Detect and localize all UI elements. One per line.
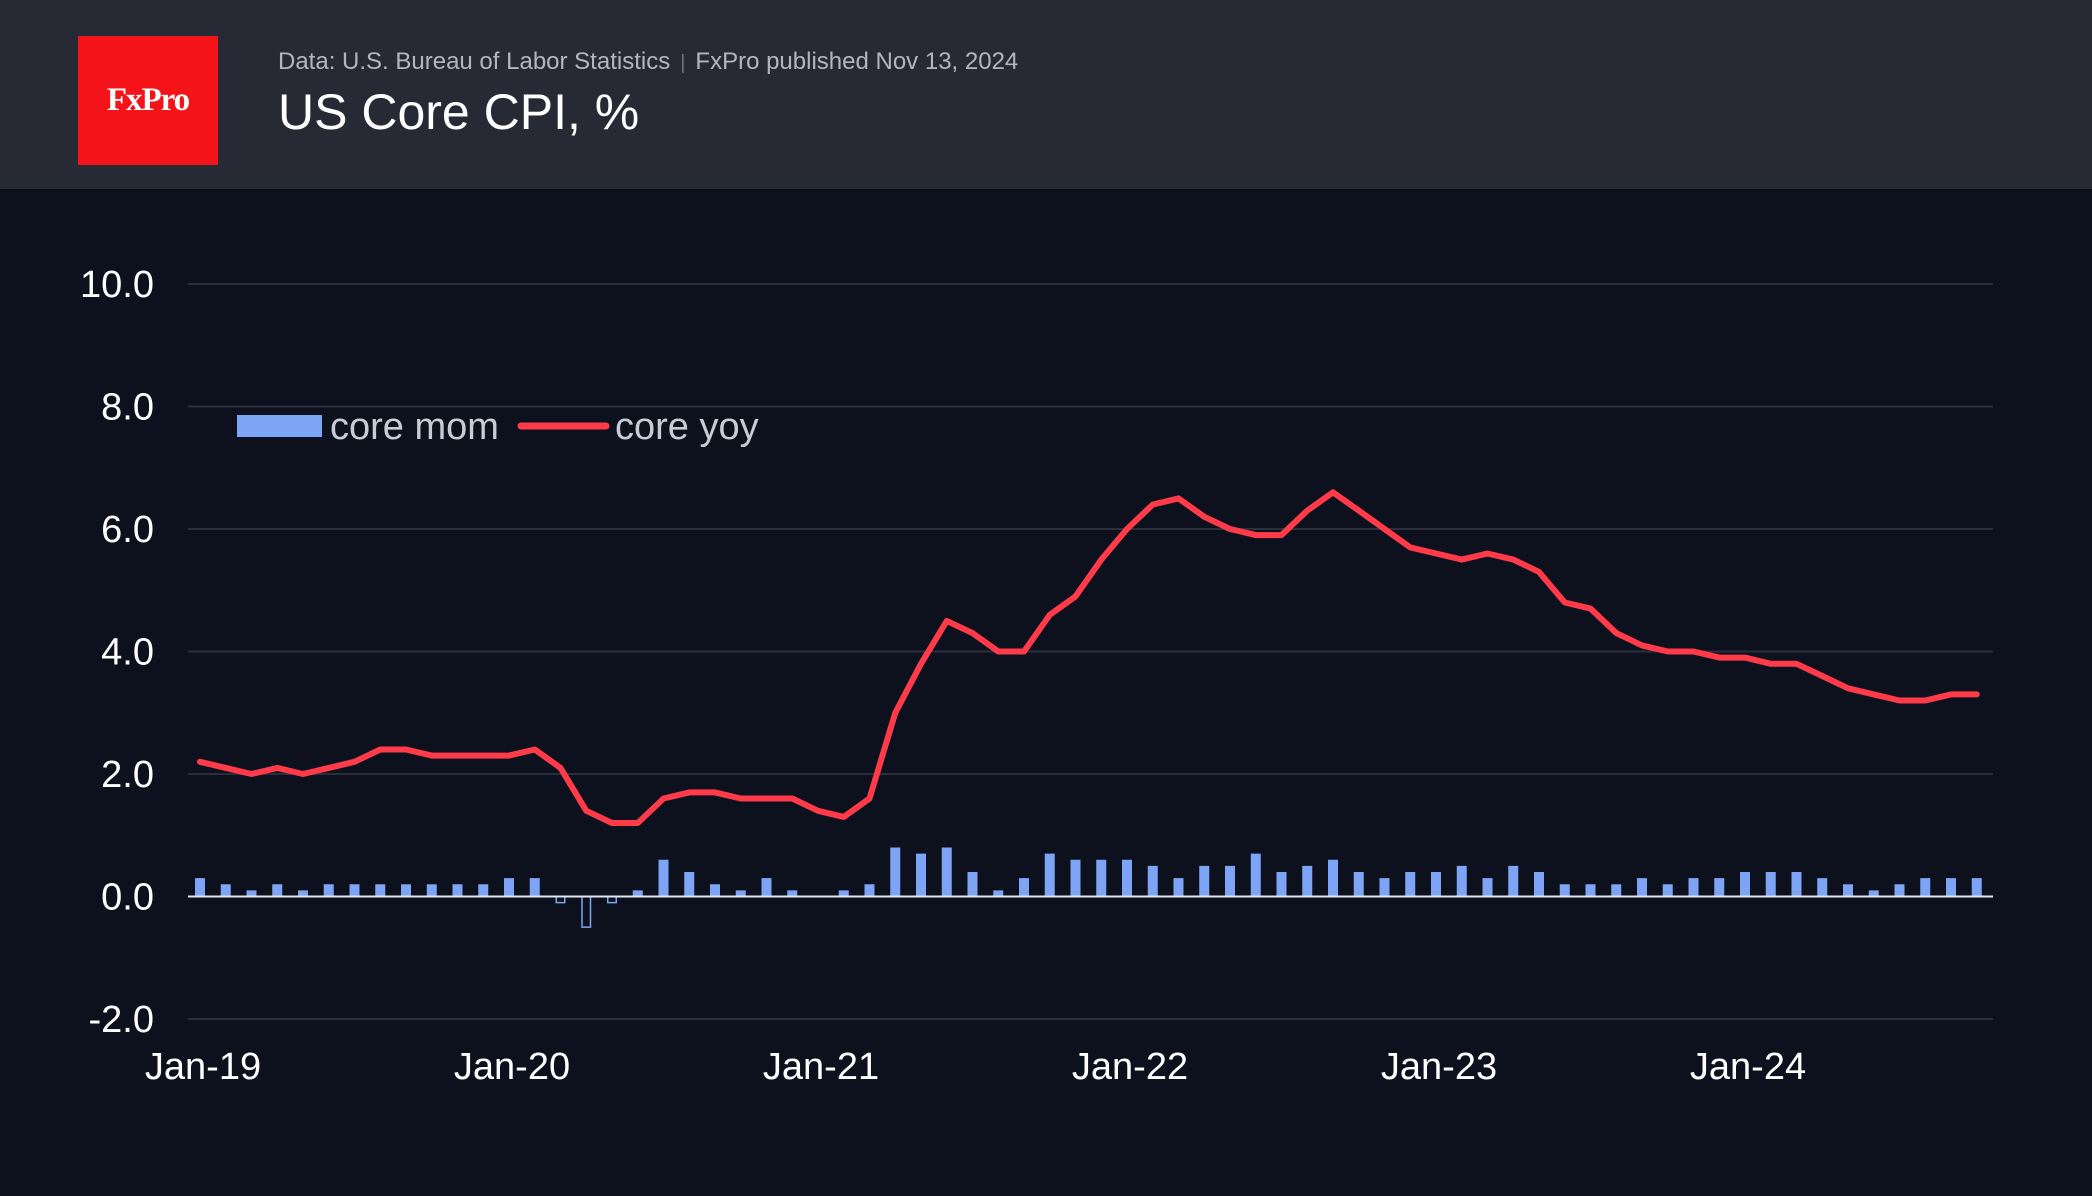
bar-core-mom (1508, 865, 1519, 897)
bar-core-mom (864, 884, 875, 897)
bar-core-mom (529, 878, 540, 897)
bar-core-mom (735, 890, 746, 897)
fxpro-logo: FxPro (78, 36, 218, 165)
bar-core-mom (1946, 878, 1956, 897)
bar-core-mom (1868, 890, 1879, 897)
chart-meta: Data: U.S. Bureau of Labor Statistics | Fx… (278, 48, 1018, 76)
y-tick-label: -2.0 (89, 999, 154, 1041)
bar-core-mom (1456, 865, 1467, 897)
y-tick-label: 2.0 (101, 754, 154, 796)
bar-core-mom (1328, 859, 1338, 897)
x-tick-label: Jan-22 (1072, 1046, 1188, 1088)
y-tick-label: 8.0 (101, 387, 154, 429)
bar-core-mom (401, 884, 411, 897)
bar-core-mom (1096, 859, 1107, 897)
bar-core-mom (1740, 872, 1750, 897)
bar-core-mom (375, 884, 386, 897)
bar-core-mom (298, 890, 308, 897)
bar-core-mom (1250, 853, 1261, 897)
legend-swatch-core-mom (237, 415, 322, 437)
bar-core-mom (761, 878, 772, 897)
bar-core-mom (1920, 878, 1931, 897)
y-tick-label: 0.0 (101, 877, 154, 919)
publish-info: FxPro published Nov 13, 2024 (695, 48, 1019, 75)
line-core-yoy (197, 489, 1980, 826)
bar-core-mom (1714, 878, 1725, 897)
bar-core-mom (1971, 878, 1982, 897)
bar-core-mom (1225, 865, 1235, 897)
bar-core-mom (1791, 872, 1802, 897)
bar-core-mom (1019, 878, 1029, 897)
bar-core-mom (787, 890, 798, 897)
bar-core-mom (1070, 859, 1081, 897)
data-source: Data: U.S. Bureau of Labor Statistics (278, 48, 671, 75)
legend-label-core-mom: core mom (330, 406, 499, 448)
bar-core-mom (1894, 884, 1905, 897)
y-tick-label: 4.0 (101, 632, 154, 674)
bar-core-mom (967, 872, 978, 897)
x-tick-label: Jan-23 (1381, 1046, 1497, 1088)
bar-core-mom (1122, 859, 1132, 897)
x-tick-label: Jan-21 (763, 1046, 879, 1088)
bar-core-mom (1559, 884, 1570, 897)
legend-label-core-yoy: core yoy (615, 406, 759, 448)
bar-core-mom (1173, 878, 1184, 897)
bar-core-mom (504, 878, 514, 897)
bar-core-mom (1276, 872, 1287, 897)
bar-core-mom (1662, 884, 1673, 897)
bar-core-mom (1585, 884, 1596, 897)
bar-core-mom (581, 895, 592, 928)
bar-core-mom (1637, 878, 1647, 897)
bar-core-mom (1482, 878, 1493, 897)
bar-core-mom (349, 884, 360, 897)
bar-core-mom (684, 872, 695, 897)
x-tick-label: Jan-24 (1690, 1046, 1806, 1088)
x-tick-label: Jan-19 (145, 1046, 261, 1088)
bar-core-mom (1044, 853, 1055, 897)
bar-core-mom (1405, 872, 1416, 897)
bar-core-mom (916, 853, 926, 897)
bar-core-mom (426, 884, 437, 897)
bar-core-mom (993, 890, 1004, 897)
bar-core-mom (1353, 872, 1364, 897)
bar-core-mom (658, 859, 669, 897)
bar-core-mom (1688, 878, 1699, 897)
logo-text: FxPro (106, 82, 190, 118)
bar-core-mom (1147, 865, 1158, 897)
bar-core-mom (452, 884, 463, 897)
bar-core-mom (710, 884, 720, 897)
bar-core-mom (1765, 872, 1776, 897)
y-tick-label: 10.0 (80, 264, 154, 306)
bar-core-mom (890, 847, 901, 897)
header-bar: FxPro Data: U.S. Bureau of Labor Statist… (0, 0, 2092, 189)
bar-core-mom (1817, 878, 1828, 897)
bar-core-mom (220, 884, 231, 897)
bar-core-mom (838, 890, 849, 897)
chart-title: US Core CPI, % (278, 84, 640, 140)
bar-core-mom (478, 884, 489, 897)
bar-core-mom (1431, 872, 1441, 897)
bar-core-mom (1611, 884, 1622, 897)
bar-core-mom (1843, 884, 1853, 897)
bar-core-mom (195, 878, 205, 897)
bar-core-mom (1302, 865, 1313, 897)
bar-core-mom (272, 884, 283, 897)
y-tick-label: 6.0 (101, 509, 154, 551)
meta-separator: | (680, 52, 686, 74)
bar-core-mom (1199, 865, 1210, 897)
bar-core-mom (1534, 872, 1544, 897)
bar-core-mom (323, 884, 334, 897)
bar-core-mom (632, 890, 643, 897)
bar-core-mom (246, 890, 257, 897)
bar-core-mom (941, 847, 952, 897)
bar-core-mom (1379, 878, 1390, 897)
x-tick-label: Jan-20 (454, 1046, 570, 1088)
